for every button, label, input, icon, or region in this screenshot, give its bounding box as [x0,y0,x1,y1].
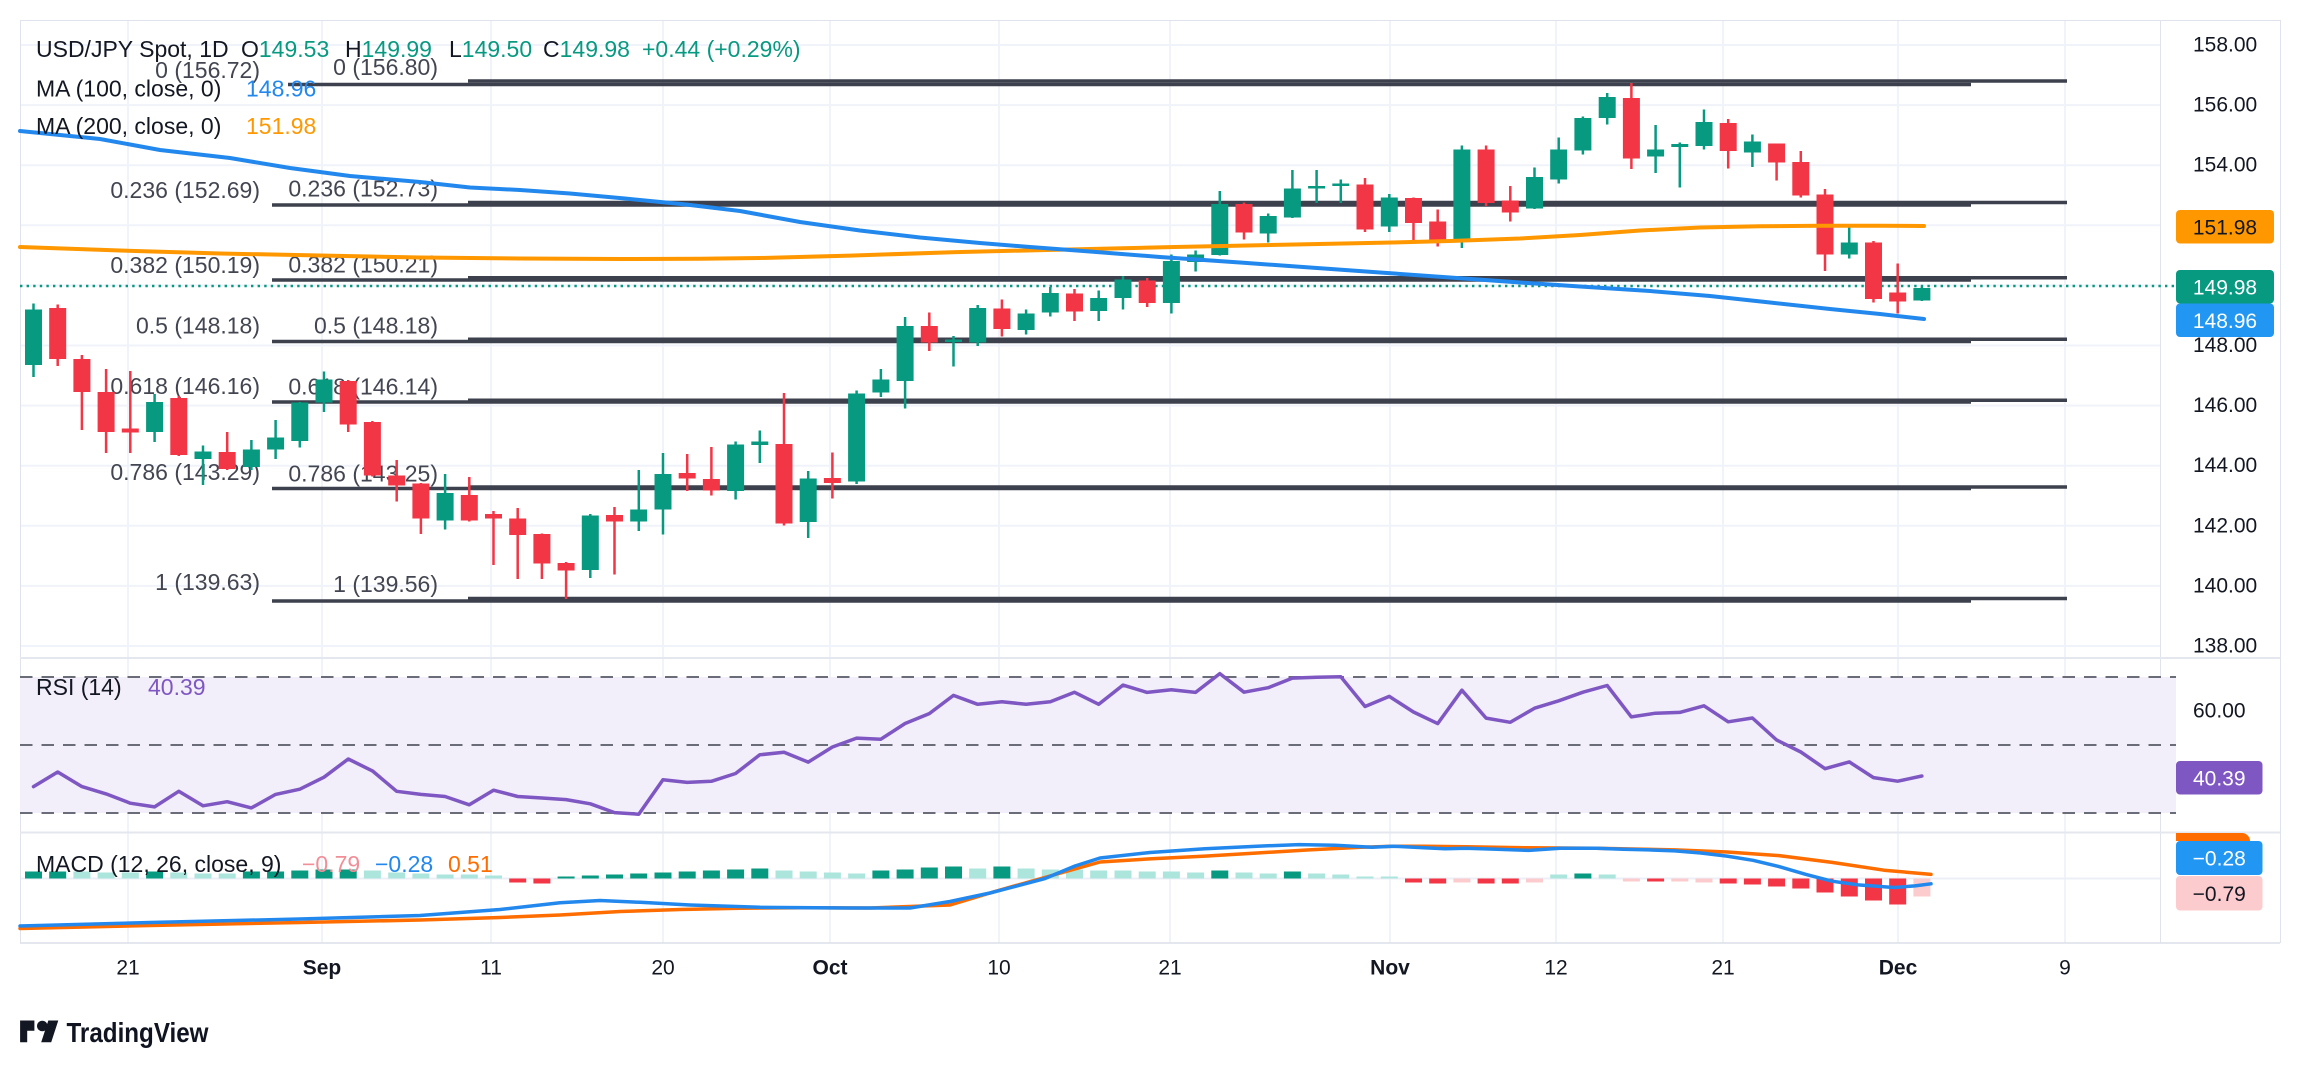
svg-text:0.618 (146.14): 0.618 (146.14) [288,374,438,400]
svg-text:1 (139.63): 1 (139.63) [155,569,260,595]
svg-text:0.786 (143.25): 0.786 (143.25) [288,461,438,487]
svg-text:Sep: Sep [303,957,342,980]
svg-text:9: 9 [2059,957,2071,980]
svg-text:0.786 (143.29): 0.786 (143.29) [110,459,260,485]
svg-text:140.00: 140.00 [2193,574,2257,597]
svg-text:138.00: 138.00 [2193,635,2257,658]
svg-text:−0.79: −0.79 [2193,883,2246,906]
svg-text:0 (156.80): 0 (156.80) [333,54,438,80]
svg-text:−0.28: −0.28 [2193,848,2246,871]
svg-text:21: 21 [1158,957,1181,980]
svg-text:0.5 (148.18): 0.5 (148.18) [314,313,438,339]
svg-text:60.00: 60.00 [2193,700,2246,723]
svg-text:148.96: 148.96 [2193,310,2257,333]
svg-text:0.382 (150.19): 0.382 (150.19) [110,252,260,278]
svg-text:0.5 (148.18): 0.5 (148.18) [136,313,260,339]
svg-text:158.00: 158.00 [2193,34,2257,57]
svg-text:146.00: 146.00 [2193,394,2257,417]
svg-text:154.00: 154.00 [2193,154,2257,177]
svg-text:0 (156.72): 0 (156.72) [155,57,260,83]
svg-text:RSI (14)40.39: RSI (14) 40.39 [36,674,206,700]
svg-text:21: 21 [116,957,139,980]
svg-text:Nov: Nov [1370,957,1410,980]
svg-text:0.618 (146.16): 0.618 (146.16) [110,373,260,399]
svg-text:MA (100, close, 0)148.96: MA (100, close, 0) 148.96 [36,76,316,102]
svg-text:10: 10 [987,957,1010,980]
svg-text:0.236 (152.73): 0.236 (152.73) [288,176,438,202]
svg-text:144.00: 144.00 [2193,454,2257,477]
svg-text:21: 21 [1711,957,1734,980]
svg-text:MACD (12, 26, close, 9)−0.79−0: MACD (12, 26, close, 9) −0.79 −0.28 0.51 [36,851,493,877]
svg-text:149.98: 149.98 [2193,276,2257,299]
svg-text:156.00: 156.00 [2193,94,2257,117]
svg-text:142.00: 142.00 [2193,514,2257,537]
svg-text:148.00: 148.00 [2193,334,2257,357]
svg-text:MA (200, close, 0)151.98: MA (200, close, 0) 151.98 [36,113,316,139]
svg-text:20: 20 [651,957,674,980]
svg-text:Dec: Dec [1879,957,1918,980]
svg-text:0.236 (152.69): 0.236 (152.69) [110,177,260,203]
svg-text:Oct: Oct [812,957,847,980]
svg-text:1 (139.56): 1 (139.56) [333,571,438,597]
svg-text:TradingView: TradingView [67,1017,209,1048]
svg-text:40.39: 40.39 [2193,767,2246,790]
svg-text:11: 11 [480,957,502,980]
svg-text:12: 12 [1544,957,1567,980]
svg-text:151.98: 151.98 [2193,216,2257,239]
